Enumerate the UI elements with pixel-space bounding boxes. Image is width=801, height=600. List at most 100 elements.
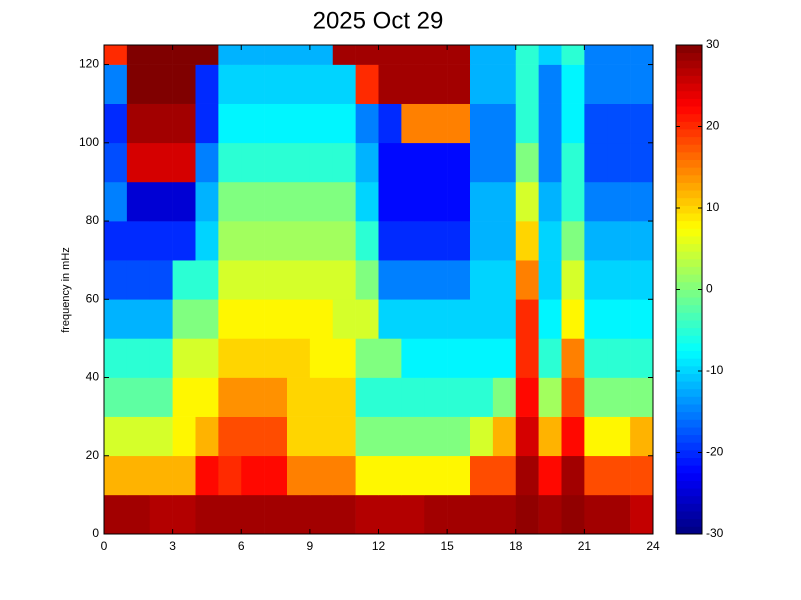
cell bbox=[149, 181, 173, 222]
cell bbox=[607, 142, 631, 183]
cell bbox=[195, 142, 219, 183]
cell bbox=[172, 64, 196, 104]
cell bbox=[378, 103, 402, 144]
cell bbox=[584, 455, 608, 496]
cell bbox=[172, 45, 196, 65]
colorbar-swatch bbox=[676, 129, 702, 138]
cell bbox=[515, 416, 539, 457]
cell bbox=[104, 142, 128, 183]
cell bbox=[561, 494, 585, 535]
chart-title: 2025 Oct 29 bbox=[313, 7, 444, 34]
cell bbox=[492, 142, 517, 183]
cell bbox=[630, 416, 654, 457]
cell bbox=[630, 103, 654, 144]
cell bbox=[172, 142, 196, 183]
cell bbox=[401, 64, 425, 104]
cell bbox=[195, 64, 219, 104]
cell bbox=[607, 64, 631, 104]
cell bbox=[515, 221, 539, 261]
cell bbox=[492, 494, 517, 535]
colorbar-swatch bbox=[676, 495, 702, 504]
cell bbox=[241, 45, 265, 65]
colorbar-swatch bbox=[676, 243, 702, 252]
colorbar-swatch bbox=[676, 373, 702, 382]
x-tick-label: 18 bbox=[509, 539, 523, 553]
cell bbox=[492, 455, 517, 496]
cell bbox=[424, 142, 448, 183]
colorbar-swatch bbox=[676, 121, 702, 130]
cell bbox=[104, 221, 128, 261]
colorbar-swatch bbox=[676, 480, 702, 489]
cell bbox=[309, 494, 334, 535]
cell bbox=[515, 494, 539, 535]
cell bbox=[218, 181, 242, 222]
cell bbox=[584, 338, 608, 378]
axes: 0 3 6 9 12 15 18 21 24 0 20 40 60 80 100 120 bbox=[79, 44, 660, 553]
cell bbox=[172, 260, 196, 300]
cell bbox=[538, 45, 562, 65]
cell bbox=[287, 142, 311, 183]
colorbar-swatch bbox=[676, 526, 702, 535]
cell bbox=[218, 142, 242, 183]
cell bbox=[630, 142, 654, 183]
cell bbox=[195, 103, 219, 144]
cell bbox=[515, 299, 539, 339]
colorbar-tick-label: -30 bbox=[706, 526, 724, 540]
cell bbox=[332, 260, 356, 300]
cell bbox=[218, 338, 242, 378]
cell bbox=[195, 338, 219, 378]
colorbar-swatch bbox=[676, 75, 702, 84]
cell bbox=[287, 221, 311, 261]
cell bbox=[538, 142, 562, 183]
cell bbox=[332, 103, 356, 144]
cell bbox=[378, 45, 402, 65]
colorbar-swatch bbox=[676, 518, 702, 527]
cell bbox=[584, 377, 608, 417]
colorbar-swatch bbox=[676, 297, 702, 306]
cell bbox=[538, 103, 562, 144]
cell bbox=[561, 260, 585, 300]
cell bbox=[515, 260, 539, 300]
cell bbox=[126, 181, 151, 222]
cell bbox=[515, 45, 539, 65]
cell bbox=[355, 221, 379, 261]
cell bbox=[424, 494, 448, 535]
colorbar-tick-label: 0 bbox=[706, 282, 713, 296]
colorbar-tick-label: -10 bbox=[706, 363, 724, 377]
colorbar-swatch bbox=[676, 52, 702, 61]
cell bbox=[378, 221, 402, 261]
x-tick-label: 0 bbox=[101, 539, 108, 553]
y-tick-label: 120 bbox=[79, 57, 99, 71]
colorbar-swatch bbox=[676, 220, 702, 229]
cell bbox=[241, 494, 265, 535]
colorbar-swatch bbox=[676, 396, 702, 405]
cell bbox=[401, 45, 425, 65]
cell bbox=[538, 221, 562, 261]
cell bbox=[287, 260, 311, 300]
cell bbox=[492, 221, 517, 261]
cell bbox=[264, 142, 288, 183]
cell bbox=[492, 103, 517, 144]
colorbar-swatch bbox=[676, 151, 702, 161]
cell bbox=[172, 494, 196, 535]
colorbar-tick-label: 20 bbox=[706, 119, 720, 133]
cell bbox=[424, 377, 448, 417]
cell bbox=[195, 455, 219, 496]
cell bbox=[172, 221, 196, 261]
cell bbox=[218, 221, 242, 261]
cell bbox=[309, 416, 334, 457]
cell bbox=[470, 494, 494, 535]
cell bbox=[630, 455, 654, 496]
cell bbox=[378, 377, 402, 417]
x-tick-label: 15 bbox=[440, 539, 454, 553]
cell bbox=[584, 416, 608, 457]
cell bbox=[447, 142, 471, 183]
cell bbox=[447, 221, 471, 261]
colorbar-swatch bbox=[676, 442, 702, 451]
cell bbox=[630, 64, 654, 104]
cell bbox=[470, 142, 494, 183]
cell bbox=[561, 455, 585, 496]
colorbar-swatch bbox=[676, 174, 702, 183]
cell bbox=[126, 142, 151, 183]
cell bbox=[538, 181, 562, 222]
